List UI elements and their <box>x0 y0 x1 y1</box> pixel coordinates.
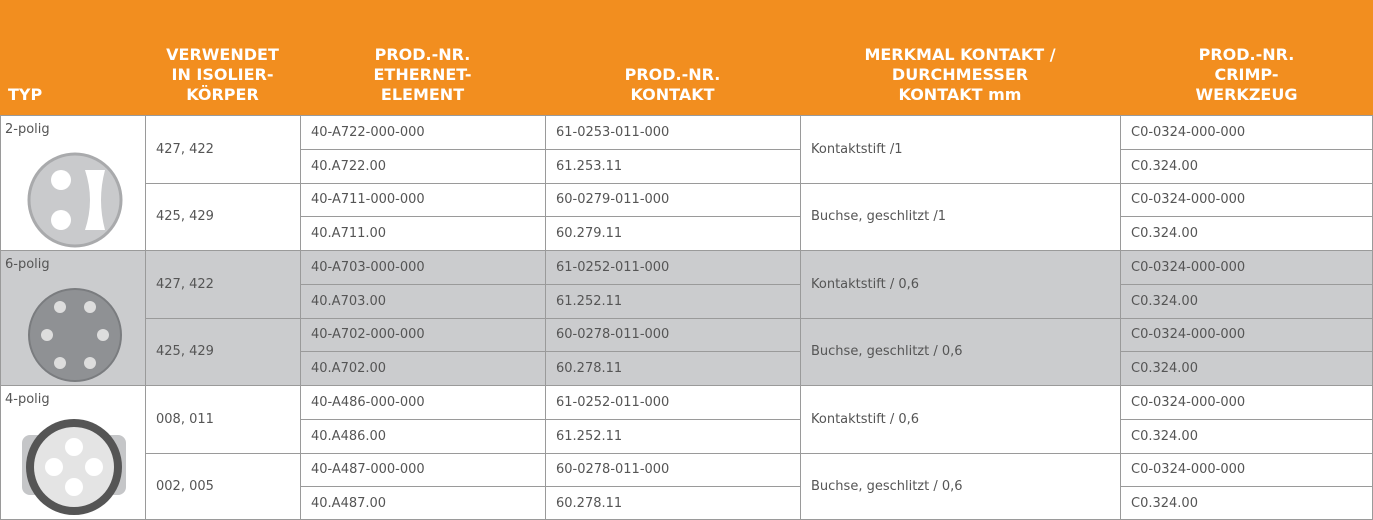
header-line: KÖRPER <box>186 85 259 105</box>
crimp-cell: C0-0324-000-000 <box>1120 385 1373 419</box>
crimp-cell: C0.324.00 <box>1120 149 1373 183</box>
kontakt-cell: 60.278.11 <box>545 486 800 520</box>
merkmal-cell: Kontaktstift / 0,6 <box>800 385 1120 453</box>
crimp-cell: C0-0324-000-000 <box>1120 318 1373 352</box>
header-line: DURCHMESSER <box>892 65 1028 85</box>
isolierkoerper-cell: 427, 422 <box>145 250 300 318</box>
kontakt-cell: 60.279.11 <box>545 216 800 250</box>
header-line: MERKMAL KONTAKT / <box>864 45 1055 65</box>
ethernet-cell: 40-A487-000-000 <box>300 453 545 487</box>
merkmal-cell: Buchse, geschlitzt / 0,6 <box>800 453 1120 520</box>
ethernet-cell: 40.A703.00 <box>300 284 545 318</box>
crimp-cell: C0.324.00 <box>1120 486 1373 520</box>
crimp-cell: C0.324.00 <box>1120 419 1373 453</box>
crimp-cell: C0.324.00 <box>1120 284 1373 318</box>
ethernet-cell: 40.A722.00 <box>300 149 545 183</box>
header-line: WERKZEUG <box>1196 85 1298 105</box>
isolierkoerper-cell: 002, 005 <box>145 453 300 520</box>
icon-4-polig <box>18 415 130 520</box>
kontakt-cell: 61.252.11 <box>545 284 800 318</box>
kontakt-cell: 61-0252-011-000 <box>545 385 800 419</box>
merkmal-cell: Kontaktstift / 0,6 <box>800 250 1120 318</box>
kontakt-cell: 60.278.11 <box>545 351 800 385</box>
isolierkoerper-cell: 008, 011 <box>145 385 300 453</box>
ethernet-cell: 40-A711-000-000 <box>300 183 545 217</box>
header-line: IN ISOLIER- <box>171 65 273 85</box>
kontakt-cell: 61-0252-011-000 <box>545 250 800 284</box>
icon-2-polig <box>25 150 125 250</box>
header-line: CRIMP- <box>1214 65 1278 85</box>
column-header: PROD.-NR.CRIMP-WERKZEUG <box>1120 0 1373 115</box>
ethernet-cell: 40-A722-000-000 <box>300 115 545 149</box>
header-line: KONTAKT mm <box>899 85 1022 105</box>
kontakt-cell: 60-0278-011-000 <box>545 318 800 352</box>
kontakt-cell: 60-0278-011-000 <box>545 453 800 487</box>
column-header: TYP <box>0 0 145 115</box>
column-header: PROD.-NR.KONTAKT <box>545 0 800 115</box>
crimp-cell: C0-0324-000-000 <box>1120 183 1373 217</box>
ethernet-cell: 40-A486-000-000 <box>300 385 545 419</box>
ethernet-cell: 40.A702.00 <box>300 351 545 385</box>
header-line: VERWENDET <box>166 45 279 65</box>
kontakt-cell: 60-0279-011-000 <box>545 183 800 217</box>
merkmal-cell: Buchse, geschlitzt /1 <box>800 183 1120 251</box>
header-line: PROD.-NR. <box>625 65 721 85</box>
ethernet-cell: 40-A702-000-000 <box>300 318 545 352</box>
isolierkoerper-cell: 425, 429 <box>145 183 300 251</box>
header-line: ELEMENT <box>381 85 464 105</box>
kontakt-cell: 61.252.11 <box>545 419 800 453</box>
kontakt-cell: 61.253.11 <box>545 149 800 183</box>
isolierkoerper-cell: 425, 429 <box>145 318 300 386</box>
crimp-cell: C0-0324-000-000 <box>1120 250 1373 284</box>
crimp-cell: C0-0324-000-000 <box>1120 115 1373 149</box>
isolierkoerper-cell: 427, 422 <box>145 115 300 183</box>
column-header: PROD.-NR.ETHERNET-ELEMENT <box>300 0 545 115</box>
header-line: ETHERNET- <box>373 65 471 85</box>
crimp-cell: C0-0324-000-000 <box>1120 453 1373 487</box>
crimp-cell: C0.324.00 <box>1120 351 1373 385</box>
header-line: KONTAKT <box>630 85 714 105</box>
kontakt-cell: 61-0253-011-000 <box>545 115 800 149</box>
ethernet-cell: 40.A487.00 <box>300 486 545 520</box>
crimp-cell: C0.324.00 <box>1120 216 1373 250</box>
icon-6-polig <box>25 285 125 385</box>
header-line: TYP <box>8 85 42 105</box>
ethernet-cell: 40.A711.00 <box>300 216 545 250</box>
ethernet-cell: 40-A703-000-000 <box>300 250 545 284</box>
ethernet-cell: 40.A486.00 <box>300 419 545 453</box>
merkmal-cell: Buchse, geschlitzt / 0,6 <box>800 318 1120 386</box>
header-line: PROD.-NR. <box>1199 45 1295 65</box>
page: 4-polig6-polig2-polig TYPVERWENDETIN ISO… <box>0 0 1373 520</box>
header-line: PROD.-NR. <box>375 45 471 65</box>
merkmal-cell: Kontaktstift /1 <box>800 115 1120 183</box>
